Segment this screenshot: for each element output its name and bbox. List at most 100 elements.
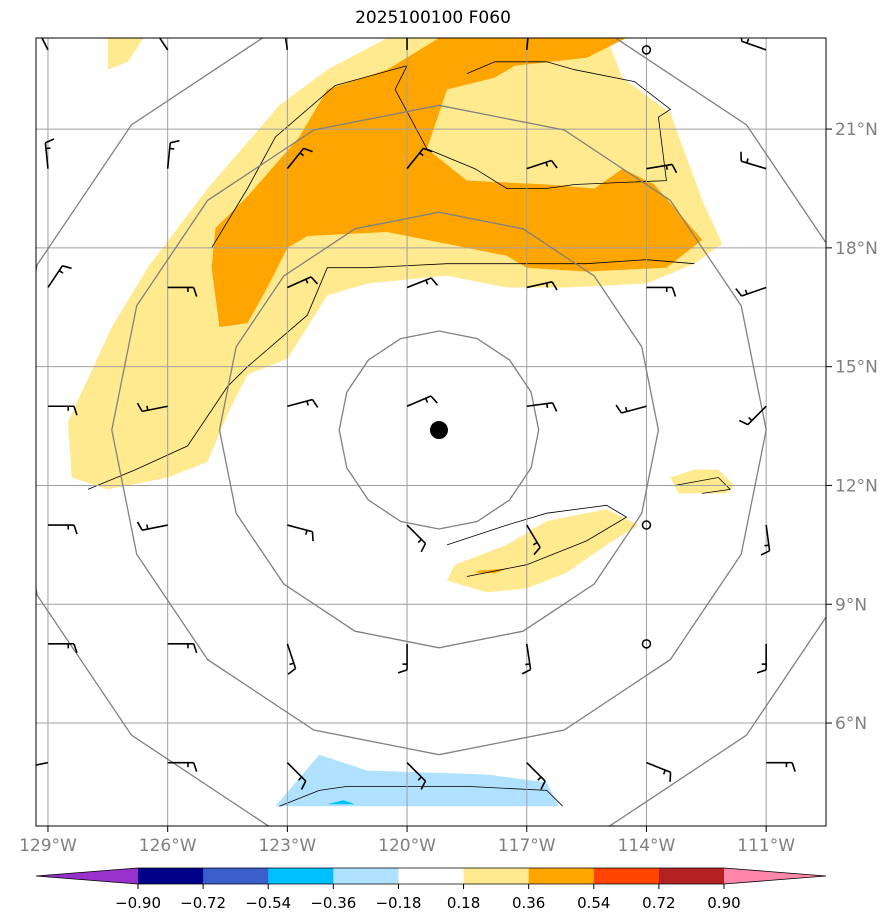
- wind-barb: [286, 762, 307, 782]
- wind-barb-flag: [521, 668, 531, 675]
- wind-barb: [44, 142, 49, 169]
- wind-barb-calm: [641, 45, 652, 55]
- wind-barb-half-flag: [297, 776, 303, 781]
- wind-barb-calm: [641, 639, 652, 649]
- wind-barb-flag: [791, 762, 796, 772]
- wind-barb-flag: [551, 402, 558, 412]
- wind-barb-flag: [310, 276, 319, 285]
- wind-barb-flag: [615, 404, 623, 414]
- colorbar-bin: [333, 868, 399, 884]
- wind-barb-flag: [529, 22, 538, 24]
- field-region: [670, 469, 735, 494]
- wind-barb: [621, 405, 647, 414]
- wind-barb-half-flag: [545, 282, 549, 288]
- wind-barb-half-flag: [289, 662, 295, 666]
- colorbar-tick-label: 0.18: [447, 894, 480, 912]
- wind-barb: [406, 277, 432, 289]
- colorbar-tick-label: −0.36: [310, 894, 356, 912]
- wind-barb: [765, 524, 771, 551]
- wind-barb-half-flag: [299, 152, 305, 157]
- wind-barb-flag: [136, 402, 143, 412]
- wind-barb: [406, 762, 427, 782]
- colorbar-tick-label: −0.90: [115, 894, 161, 912]
- wind-barb-flag: [423, 147, 433, 153]
- wind-barb: [646, 163, 673, 170]
- wind-barb: [36, 761, 49, 766]
- colorbar-bin: [658, 868, 725, 884]
- colorbar: −0.90 −0.72 −0.54 −0.36 −0.18 0.18 0.36 0.54 0.7…: [35, 867, 827, 912]
- lat-tick-label: 18°N: [835, 239, 878, 259]
- colorbar-bin: [138, 868, 204, 884]
- wind-barb: [525, 38, 529, 50]
- colorbar-bin: [398, 868, 465, 884]
- wind-barb-half-flag: [532, 541, 538, 546]
- contour-line: [674, 477, 732, 494]
- wind-barb-flag: [287, 667, 297, 675]
- wind-barb-flag: [420, 543, 427, 553]
- wind-barb-half-flag: [156, 31, 160, 33]
- wind-barb: [286, 643, 297, 669]
- wind-barb-half-flag: [424, 397, 429, 403]
- field-region: [474, 568, 507, 574]
- wind-barb: [741, 40, 767, 51]
- wind-barb-half-flag: [665, 165, 668, 170]
- lat-tick-label: 21°N: [835, 120, 878, 140]
- lon-tick-label: 120°W: [378, 836, 436, 856]
- wind-barb-half-flag: [662, 769, 667, 775]
- wind-barbs: [18, 20, 796, 790]
- storm-center-marker: [429, 421, 448, 440]
- contour-line: [211, 61, 672, 249]
- lon-tick-label: 123°W: [258, 836, 316, 856]
- wind-barb-flag: [192, 643, 198, 654]
- wind-barb: [406, 524, 427, 545]
- wind-barb: [526, 159, 552, 170]
- wind-barb-flag: [760, 550, 770, 556]
- colorbar-tick-label: −0.54: [245, 894, 291, 912]
- wind-barb-half-flag: [146, 524, 149, 530]
- wind-barb: [158, 38, 169, 51]
- wind-barb-flag: [738, 419, 749, 426]
- wind-barb-flag: [540, 780, 546, 790]
- wind-barb-flag: [671, 287, 677, 297]
- wind-barb-half-flag: [306, 400, 309, 406]
- wind-barb: [286, 147, 305, 170]
- wind-barb: [287, 524, 313, 533]
- colorbar-tick-label: 0.90: [707, 894, 740, 912]
- wind-barb: [646, 761, 671, 774]
- wind-barb: [526, 281, 553, 289]
- field-region: [275, 754, 559, 807]
- colorbar-extend-low: [36, 868, 138, 884]
- wind-barb-half-flag: [748, 416, 753, 422]
- contour-line: [446, 504, 628, 577]
- wind-barb-flag: [62, 265, 72, 270]
- wind-barb-flag: [756, 669, 767, 674]
- colorbar-bin: [268, 868, 334, 884]
- colorbar-tick-label: 0.72: [642, 894, 675, 912]
- lat-tick-label: 12°N: [835, 476, 878, 496]
- lat-tick-label: 15°N: [835, 358, 878, 378]
- wind-barb: [525, 643, 532, 670]
- wind-barb-half-flag: [417, 538, 422, 544]
- wind-barb-flag: [735, 288, 743, 297]
- wind-barb: [287, 398, 313, 408]
- field-region: [67, 38, 723, 490]
- colorbar-tick-label: 0.54: [577, 894, 610, 912]
- wind-barb-flag: [550, 159, 558, 169]
- wind-barb-half-flag: [624, 406, 628, 412]
- wind-barb-flag: [551, 281, 558, 291]
- wind-barb-flag: [153, 21, 159, 28]
- range-ring: [338, 330, 540, 530]
- wind-barb-flag: [136, 521, 143, 531]
- wind-barb-flag: [420, 780, 427, 790]
- wind-barb-flag: [18, 760, 23, 768]
- field-region: [327, 800, 356, 805]
- wind-barb-flag: [36, 20, 43, 27]
- wind-barb-half-flag: [525, 663, 530, 666]
- contour-layer: [87, 38, 732, 807]
- contour-line: [557, 38, 559, 39]
- range-ring: [218, 211, 660, 649]
- wind-barb-flag: [533, 546, 541, 556]
- wind-barb-flag: [284, 20, 292, 24]
- wind-barb-half-flag: [744, 289, 748, 295]
